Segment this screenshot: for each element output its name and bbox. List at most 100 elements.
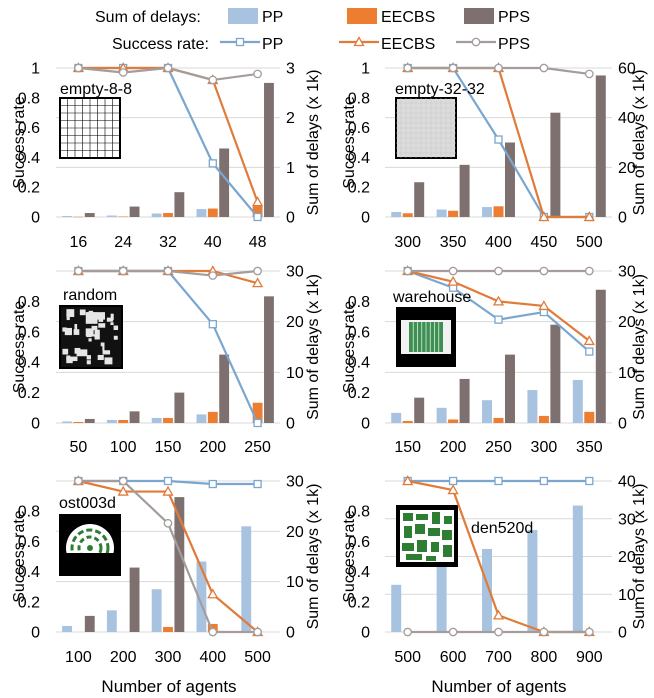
marker-pps — [448, 266, 458, 276]
x-tick-label: 900 — [576, 649, 603, 666]
marker-pps — [584, 627, 594, 637]
map-obstacle — [406, 554, 422, 560]
x-tick-label: 100 — [110, 439, 137, 456]
bar-eecbs — [163, 213, 173, 217]
bar-pps — [550, 324, 561, 423]
right-tick-label: 30 — [286, 264, 304, 281]
bar-pp — [527, 530, 538, 632]
legend-line-label-eecbs: EECBS — [381, 36, 435, 53]
marker-pps — [494, 266, 503, 276]
marker-pps — [403, 627, 413, 637]
left-tick-label: 0.8 — [18, 504, 40, 521]
right-tick-label: 2 — [286, 110, 295, 127]
map-cutout — [66, 553, 116, 575]
right-tick-label: 0 — [286, 416, 295, 433]
map-obstacle — [442, 530, 452, 540]
panel-warehouse: 0 0.2 0.4 0.6 0.8 0 10 20 30 150 200 250 300 350 Succe… — [341, 264, 648, 457]
x-tick-label: 800 — [531, 649, 558, 666]
bar-pps — [174, 192, 185, 217]
legend-marker-pp — [235, 37, 245, 47]
marker-pps — [403, 63, 413, 73]
right-axis-title: Sum of delays (x 1k) — [305, 274, 322, 420]
bar-pp — [572, 379, 583, 423]
x-tick-label: 600 — [440, 649, 467, 666]
bar-eecbs — [207, 208, 218, 217]
right-tick-label: 20 — [286, 524, 304, 541]
bar-pps — [459, 164, 470, 217]
panel-empty-8-8: 0 0.2 0.4 0.6 0.8 1 0 1 2 3 16 24 32 40 48 Success rate… — [11, 61, 322, 252]
map-obstacle — [86, 360, 91, 365]
map-name-label: random — [63, 287, 117, 304]
map-obstacle — [85, 328, 94, 337]
marker-pps — [163, 266, 173, 276]
x-tick-label: 16 — [70, 234, 88, 251]
map-obstacle — [104, 357, 113, 365]
map-obstacle — [98, 317, 104, 322]
x-tick-label: 300 — [394, 234, 421, 251]
map-thumbnail — [396, 307, 456, 367]
left-tick-label: 0.8 — [18, 90, 40, 107]
map-obstacle — [66, 309, 75, 317]
marker-pps — [74, 476, 83, 486]
map-thumbnail — [59, 97, 121, 159]
marker-pps — [253, 69, 262, 79]
bar-eecbs — [493, 206, 504, 217]
left-tick-label: 0.2 — [348, 594, 370, 611]
bar-pp — [106, 215, 117, 217]
left-tick-label: 1 — [361, 61, 370, 78]
x-tick-label: 350 — [576, 439, 603, 456]
panel-random: 0 0.2 0.4 0.6 0.8 0 10 20 30 50 100 150 200 250 Succes… — [11, 264, 322, 457]
marker-eecbs — [117, 485, 129, 496]
map-center — [87, 545, 93, 551]
bar-pps — [129, 411, 140, 423]
left-tick-label: 0 — [31, 625, 40, 642]
bar-eecbs — [402, 420, 413, 423]
legend-bar-swatch-eecbs — [347, 8, 377, 24]
bar-eecbs — [163, 417, 173, 423]
x-tick-label: 400 — [485, 234, 512, 251]
map-obstacle — [113, 325, 119, 331]
x-axis-title-left: Number of agents — [101, 677, 236, 696]
bar-pps — [84, 418, 95, 423]
marker-pps — [403, 266, 413, 276]
right-tick-label: 30 — [618, 264, 636, 281]
map-obstacle — [66, 316, 70, 321]
x-tick-label: 350 — [440, 234, 467, 251]
bar-pp — [391, 584, 402, 632]
marker-pps — [539, 63, 549, 73]
bar-pps — [129, 567, 140, 632]
map-obstacle — [106, 317, 113, 322]
left-tick-label: 0 — [361, 416, 370, 433]
panel-ost003d: 0 0.2 0.4 0.6 0.8 0 10 20 30 100 200 300 400 500 Succe… — [11, 474, 322, 667]
marker-pp — [253, 479, 262, 489]
right-tick-label: 0 — [618, 625, 627, 642]
map-obstacle — [88, 338, 92, 342]
bar-pps — [219, 354, 230, 423]
marker-pps — [163, 63, 173, 73]
bar-pps — [129, 206, 140, 217]
right-tick-label: 20 — [286, 314, 304, 331]
marker-pp — [494, 135, 503, 144]
marker-pp — [208, 479, 217, 489]
left-axis-title: Success rate — [341, 301, 358, 394]
bar-pp — [436, 209, 447, 217]
marker-pps — [494, 627, 503, 637]
bar-pps — [414, 397, 425, 423]
map-obstacle — [97, 312, 105, 320]
map-obstacle — [91, 325, 98, 331]
bar-eecbs — [402, 213, 413, 217]
bar-eecbs — [163, 626, 173, 632]
left-tick-label: 0.2 — [18, 594, 40, 611]
map-obstacle — [66, 355, 71, 360]
map-obstacle — [62, 327, 67, 332]
x-tick-label: 500 — [394, 649, 421, 666]
panel-empty-32-32: 0 0.2 0.4 0.6 0.8 1 0 20 40 60 300 350 400 450 500 Succ… — [341, 61, 648, 252]
map-thumbnail — [59, 514, 121, 576]
legend-bar-label-pp: PP — [262, 9, 283, 26]
marker-pp — [585, 347, 594, 356]
left-tick-label: 0 — [31, 210, 40, 227]
marker-eecbs — [402, 475, 414, 486]
left-tick-label: 0.4 — [348, 564, 370, 581]
left-axis-title: Success rate — [11, 510, 28, 603]
